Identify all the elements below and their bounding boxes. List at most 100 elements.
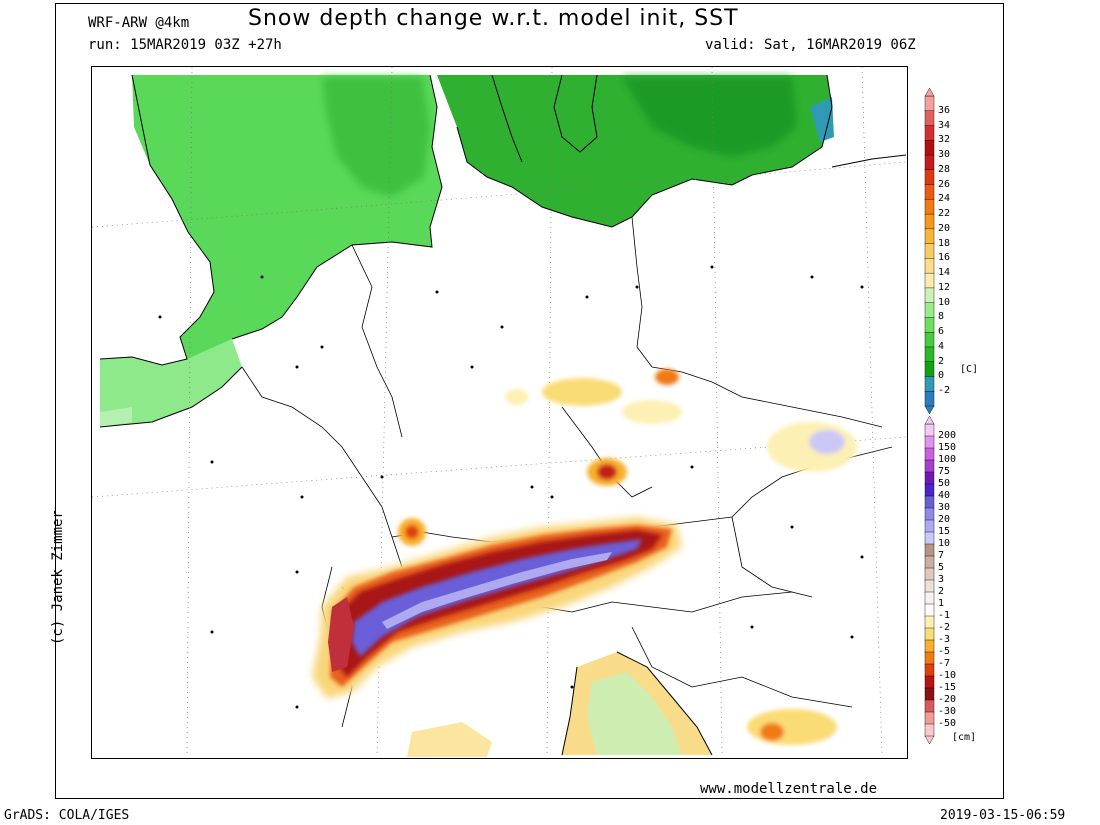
- valid-label: valid: Sat, 16MAR2019 06Z: [705, 37, 916, 53]
- snow-colorbar-tick-label: 1: [938, 598, 945, 609]
- snow-colorbar-tick-label: -5: [938, 646, 951, 657]
- snow-color-step: [924, 531, 935, 545]
- snow-color-step: [924, 495, 935, 509]
- snow-color-step: [924, 423, 935, 437]
- sst-colorbar-tick-label: 0: [938, 370, 945, 382]
- snow-color-step: [924, 723, 935, 737]
- snow-colorbar-tick-label: -1: [938, 610, 951, 621]
- snow-color-step: [924, 711, 935, 725]
- snow-color-step: [924, 435, 935, 449]
- snow-colorbar-tick-label: 75: [938, 466, 951, 477]
- sst-color-step: [924, 154, 935, 171]
- sst-colorbar-tick-label: 14: [938, 267, 951, 279]
- snow-colorbar-tick-label: 3: [938, 574, 945, 585]
- snow-colorbar-top-cap: [924, 415, 935, 425]
- sst-color-step: [924, 169, 935, 186]
- snow-colorbar-tick-label: 200: [938, 430, 957, 441]
- sst-color-step: [924, 95, 935, 112]
- chart-title: Snow depth change w.r.t. model init, SST: [248, 6, 739, 31]
- alps-snow-field: [312, 517, 682, 699]
- snow-color-step: [924, 639, 935, 653]
- map-canvas: [91, 66, 907, 758]
- snow-colorbar-tick-label: 100: [938, 454, 957, 465]
- snow-colorbar-tick-label: 10: [938, 538, 951, 549]
- snow-color-step: [924, 567, 935, 581]
- snow-color-step: [924, 663, 935, 677]
- sst-color-step: [924, 272, 935, 289]
- baltic-sea-sst-dark: [622, 77, 797, 157]
- snow-colorbar-tick-label: -3: [938, 634, 951, 645]
- sst-unit: [C]: [960, 364, 979, 375]
- city-markers: [158, 265, 864, 709]
- snow-unit: [cm]: [952, 732, 977, 743]
- sst-colorbar-tick-label: 18: [938, 237, 951, 249]
- snow-color-step: [924, 687, 935, 701]
- snow-colorbar-tick-label: 5: [938, 562, 945, 573]
- sst-color-step: [924, 302, 935, 319]
- sst-color-step: [924, 228, 935, 245]
- sst-colorbar-tick-label: 32: [938, 134, 951, 146]
- snow-color-step: [924, 471, 935, 485]
- render-timestamp: 2019-03-15-06:59: [940, 808, 1066, 823]
- sst-colorbar-tick-label: 22: [938, 208, 951, 220]
- snow-colorbar-bottom-cap: [924, 735, 935, 745]
- snow-colorbar-tick-label: -30: [938, 706, 957, 717]
- north-sea-sst-core: [322, 77, 430, 197]
- sst-colorbar-tick-label: 20: [938, 222, 951, 234]
- sst-color-step: [924, 376, 935, 392]
- sst-color-step: [924, 199, 935, 215]
- sst-color-step: [924, 213, 935, 230]
- sst-colorbar-tick-label: 10: [938, 296, 951, 308]
- sst-colorbar-tick-label: 16: [938, 252, 951, 264]
- plot-frame: [55, 3, 1004, 799]
- snow-colorbar-tick-label: 30: [938, 502, 951, 513]
- sst-colorbar-tick-label: 34: [938, 119, 951, 131]
- snow-color-step: [924, 447, 935, 461]
- snow-color-step: [924, 543, 935, 557]
- sst-color-step: [924, 184, 935, 201]
- snow-colorbar-tick-label: -7: [938, 658, 951, 669]
- website-link[interactable]: www.modellzentrale.de: [700, 781, 878, 797]
- snow-colorbar-tick-label: -2: [938, 622, 951, 633]
- sst-colorbar-tick-label: 8: [938, 311, 945, 323]
- sst-color-step: [924, 361, 935, 378]
- sst-color-step: [924, 110, 935, 127]
- snow-color-step: [924, 675, 935, 689]
- snow-colorbar-tick-label: -20: [938, 694, 957, 705]
- gulf-riga-sst: [810, 97, 834, 142]
- sst-color-step: [924, 331, 935, 348]
- channel-sst-west: [100, 407, 132, 427]
- snow-colorbar-tick-label: 7: [938, 550, 945, 561]
- sst-color-step: [924, 346, 935, 363]
- snow-color-step: [924, 615, 935, 629]
- channel-sst: [100, 339, 242, 427]
- sst-color-step: [924, 140, 935, 156]
- sst-colorbar-tick-label: 6: [938, 326, 945, 338]
- adriatic-sea-sst-inner: [587, 672, 682, 755]
- sst-colorbar-tick-label: 36: [938, 104, 951, 116]
- sst-colorbar-tick-label: 24: [938, 193, 951, 205]
- snow-colorbar-tick-label: -10: [938, 670, 957, 681]
- run-label: run: 15MAR2019 03Z +27h: [88, 37, 282, 53]
- snow-colorbar-tick-label: 150: [938, 442, 957, 453]
- sst-colorbar-tick-label: 30: [938, 149, 951, 161]
- snow-colorbar-tick-label: 20: [938, 514, 951, 525]
- sst-colorbar-tick-label: 4: [938, 340, 945, 352]
- snow-color-step: [924, 651, 935, 665]
- snow-color-step: [924, 507, 935, 521]
- snow-colorbar-tick-label: 15: [938, 526, 951, 537]
- colorbar-legend: 36 34 32 30 28 26 24 22 20 18 16 14 12 10 8 6 4 2 0 -2 200 15…: [922, 88, 982, 748]
- snow-colorbar-tick-label: 2: [938, 586, 945, 597]
- sst-color-step: [924, 317, 935, 333]
- snow-color-step: [924, 603, 935, 617]
- software-credit: GrADS: COLA/IGES: [4, 808, 130, 823]
- other-snow-patches: [398, 369, 857, 745]
- sst-colorbar-top-cap: [924, 88, 935, 97]
- sst-color-step: [924, 258, 935, 274]
- snow-color-step: [924, 579, 935, 593]
- snow-colorbar-tick-label: -15: [938, 682, 957, 693]
- snow-color-step: [924, 459, 935, 473]
- weather-map[interactable]: [91, 66, 908, 759]
- snow-color-step: [924, 591, 935, 605]
- coastlines: [99, 74, 907, 756]
